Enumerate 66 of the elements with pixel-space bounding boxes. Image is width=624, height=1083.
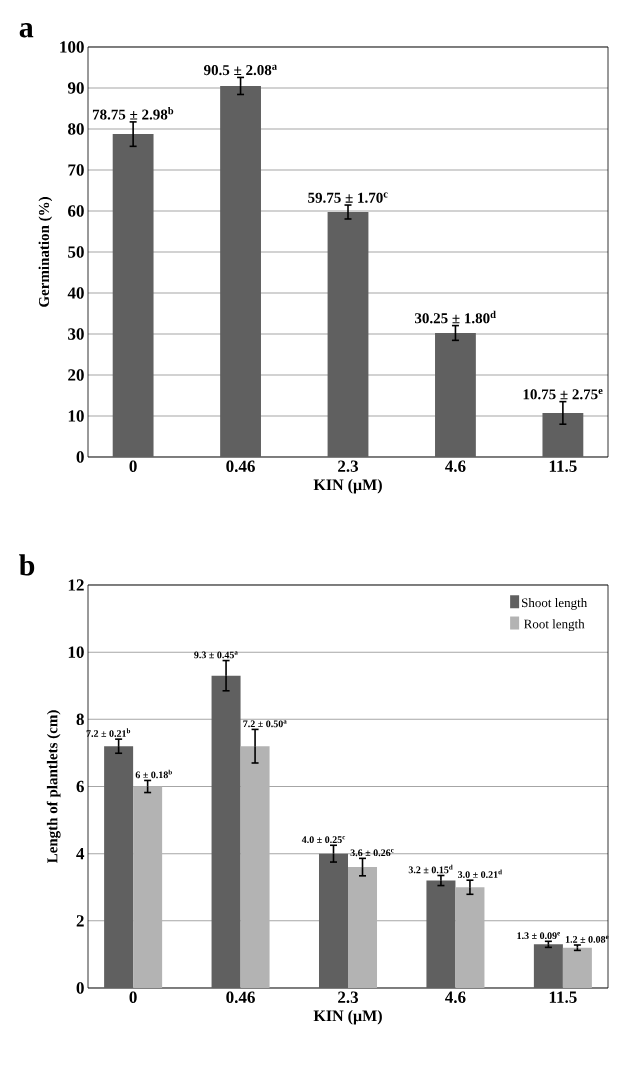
data-label: 10.75 ± 2.75$^{e}$ xyxy=(523,389,603,400)
bar xyxy=(562,947,592,988)
data-label: 90.5 ± 2.08$^{a}$ xyxy=(203,64,277,76)
data-label: 9.3 ± 0.45$^{a}$ xyxy=(194,651,238,659)
x-axis-title: KIN (µM) xyxy=(313,478,382,494)
data-label: 3.0 ± 0.21$^{d}$ xyxy=(458,869,502,878)
bar xyxy=(542,412,584,457)
bar xyxy=(426,880,456,988)
x-tick-label: 11.5 xyxy=(549,460,577,472)
y-tick-label: 100 xyxy=(60,41,84,53)
y-axis-title: Germination (%) xyxy=(38,197,53,307)
bar xyxy=(533,944,563,988)
data-label: 30.25 ± 1.80$^{d}$ xyxy=(414,310,496,324)
data-label: 78.75 ± 2.98$^{b}$ xyxy=(92,106,174,120)
data-label: 7.2 ± 0.21$^{b}$ xyxy=(86,728,131,737)
bar xyxy=(327,212,369,457)
data-label: 59.75 ± 1.70$^{c}$ xyxy=(308,192,388,203)
data-label: 7.2 ± 0.50$^{a}$ xyxy=(243,720,287,728)
data-label: 3.2 ± 0.15$^{d}$ xyxy=(408,864,453,874)
y-tick-label: 40 xyxy=(67,287,84,299)
y-tick-label: 8 xyxy=(76,713,84,726)
y-tick-label: 70 xyxy=(68,164,84,176)
x-tick-label: 2.3 xyxy=(338,991,359,1004)
data-label: 4.0 ± 0.25$^{c}$ xyxy=(301,836,346,844)
x-tick-label: 0 xyxy=(129,991,137,1004)
y-tick-label: 80 xyxy=(68,123,84,135)
legend-label: Shoot length xyxy=(521,598,588,610)
y-tick-label: 0 xyxy=(76,451,84,463)
bar xyxy=(348,867,378,988)
chart-title: b xyxy=(19,554,35,576)
y-tick-label: 60 xyxy=(68,205,84,217)
x-tick-label: 4.6 xyxy=(445,991,466,1004)
y-tick-label: 6 xyxy=(76,780,84,793)
bar xyxy=(133,786,163,988)
x-axis-title: KIN (µM) xyxy=(313,1009,382,1025)
y-tick-label: 20 xyxy=(68,369,84,381)
x-tick-label: 0.46 xyxy=(226,460,255,473)
bar xyxy=(240,746,270,988)
y-axis-title: Length of plantlets (cm) xyxy=(46,710,61,864)
bar xyxy=(220,85,261,457)
y-tick-label: 90 xyxy=(67,82,84,94)
x-tick-label: 0.46 xyxy=(226,991,255,1004)
bar xyxy=(104,746,134,988)
y-tick-label: 0 xyxy=(76,982,84,994)
x-tick-label: 0 xyxy=(129,460,137,472)
y-tick-label: 4 xyxy=(76,848,85,860)
y-tick-label: 50 xyxy=(68,246,84,258)
y-tick-label: 2 xyxy=(76,915,84,927)
bar xyxy=(211,675,241,988)
y-tick-label: 30 xyxy=(68,328,84,340)
y-tick-label: 10 xyxy=(68,646,84,658)
bar xyxy=(455,887,485,988)
y-tick-label: 12 xyxy=(68,579,84,591)
bar xyxy=(112,134,154,457)
bar xyxy=(319,853,349,988)
data-label: 6 ± 0.18$^{b}$ xyxy=(135,769,172,779)
legend-label: Root length xyxy=(524,619,585,632)
y-tick-label: 10 xyxy=(68,410,84,422)
data-label: 1.2 ± 0.08$^{e}$ xyxy=(565,935,609,943)
x-tick-label: 2.3 xyxy=(338,460,359,473)
data-label: 3.6 ± 0.26$^{c}$ xyxy=(350,849,394,857)
chart-title: a xyxy=(19,23,34,38)
data-label: 1.3 ± 0.09$^{e}$ xyxy=(517,932,560,940)
x-tick-label: 4.6 xyxy=(445,460,466,473)
x-tick-label: 11.5 xyxy=(549,991,577,1003)
bar xyxy=(435,332,476,457)
